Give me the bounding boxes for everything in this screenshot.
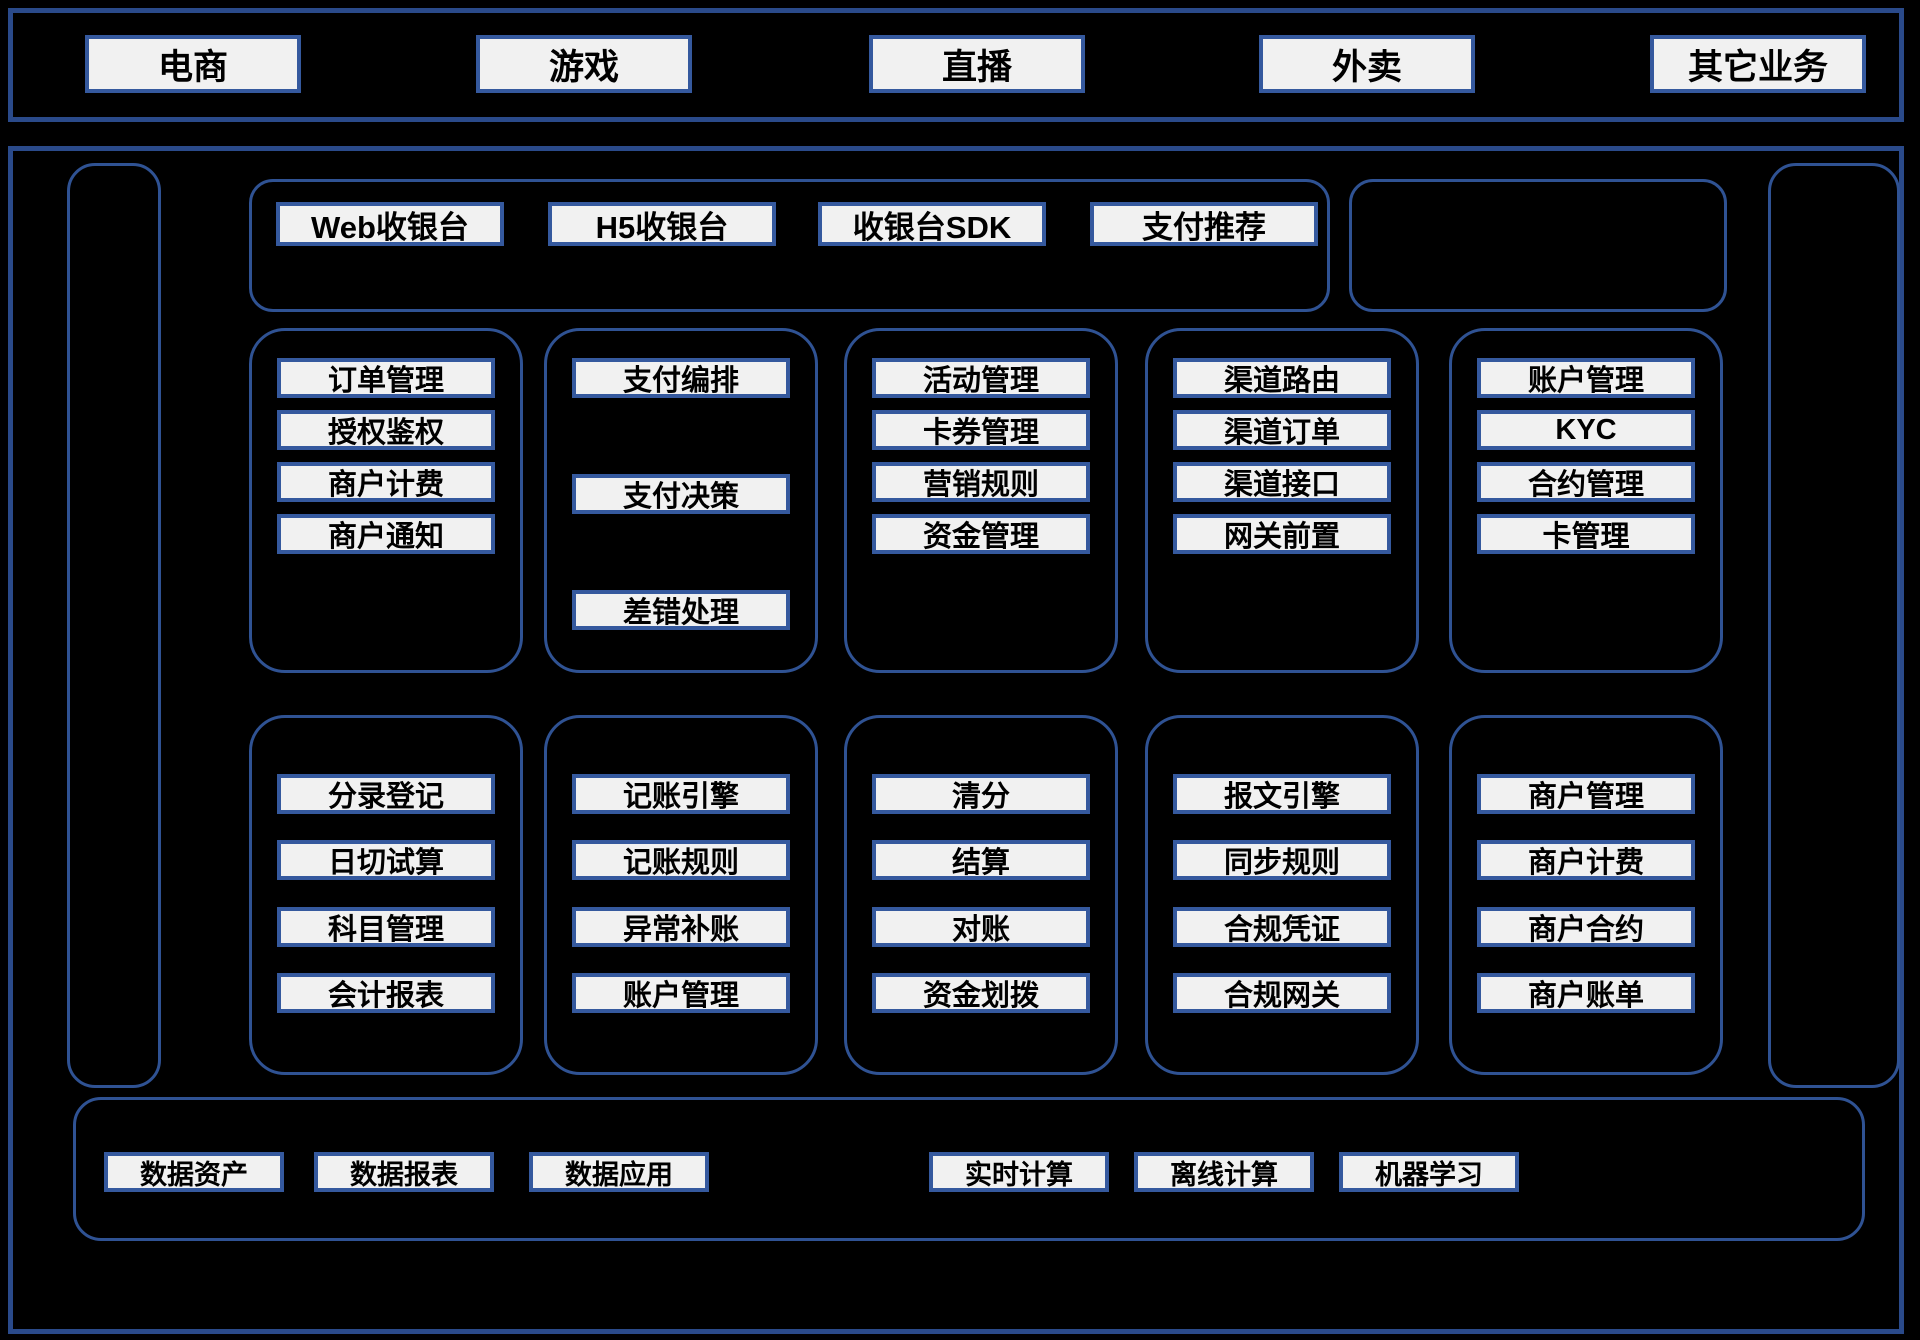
top-right-empty-group	[1349, 179, 1727, 312]
module-box: 商户计费	[277, 462, 495, 502]
business-box-other: 其它业务	[1650, 35, 1866, 93]
payment-platform-container: Web收银台 H5收银台 收银台SDK 支付推荐 订单管理 授权鉴权 商户计费 …	[8, 146, 1904, 1334]
module-box: 账户管理	[1477, 358, 1695, 398]
module-box: 资金管理	[872, 514, 1090, 554]
module-box: 商户通知	[277, 514, 495, 554]
module-box-machine-learning: 机器学习	[1339, 1152, 1519, 1192]
business-layer-container: 电商 游戏 直播 外卖 其它业务	[8, 8, 1904, 122]
module-box: 资金划拨	[872, 973, 1090, 1013]
module-box: 清分	[872, 774, 1090, 814]
module-box-data-assets: 数据资产	[104, 1152, 284, 1192]
right-sidebar-panel	[1768, 163, 1900, 1088]
business-box-games: 游戏	[476, 35, 692, 93]
column-accounting: 记账引擎 记账规则 异常补账 账户管理	[544, 715, 818, 1075]
business-box-ecommerce: 电商	[85, 35, 301, 93]
module-box: 商户管理	[1477, 774, 1695, 814]
module-box: 商户账单	[1477, 973, 1695, 1013]
module-box: 营销规则	[872, 462, 1090, 502]
column-marketing: 活动管理 卡券管理 营销规则 资金管理	[844, 328, 1118, 673]
module-box-h5-cashier: H5收银台	[548, 202, 776, 246]
business-box-takeout: 外卖	[1259, 35, 1475, 93]
module-box: 合规网关	[1173, 973, 1391, 1013]
module-box: 渠道路由	[1173, 358, 1391, 398]
module-box: 报文引擎	[1173, 774, 1391, 814]
module-box: 科目管理	[277, 907, 495, 947]
module-box: 合约管理	[1477, 462, 1695, 502]
module-box: KYC	[1477, 410, 1695, 450]
column-order-management: 订单管理 授权鉴权 商户计费 商户通知	[249, 328, 523, 673]
module-box: 订单管理	[277, 358, 495, 398]
module-box: 账户管理	[572, 973, 790, 1013]
column-account: 账户管理 KYC 合约管理 卡管理	[1449, 328, 1723, 673]
module-box: 支付编排	[572, 358, 790, 398]
cashier-group: Web收银台 H5收银台 收银台SDK 支付推荐	[249, 179, 1330, 312]
module-box: 结算	[872, 840, 1090, 880]
module-box: 活动管理	[872, 358, 1090, 398]
module-box-cashier-sdk: 收银台SDK	[818, 202, 1046, 246]
module-box: 会计报表	[277, 973, 495, 1013]
module-box: 记账引擎	[572, 774, 790, 814]
column-channel: 渠道路由 渠道订单 渠道接口 网关前置	[1145, 328, 1419, 673]
column-payment-core: 支付编排 支付决策 差错处理	[544, 328, 818, 673]
module-box: 差错处理	[572, 590, 790, 630]
module-box: 商户计费	[1477, 840, 1695, 880]
column-ledger: 分录登记 日切试算 科目管理 会计报表	[249, 715, 523, 1075]
module-box: 授权鉴权	[277, 410, 495, 450]
column-clearing: 清分 结算 对账 资金划拨	[844, 715, 1118, 1075]
module-box-data-reports: 数据报表	[314, 1152, 494, 1192]
business-box-livestream: 直播	[869, 35, 1085, 93]
module-box-pay-recommend: 支付推荐	[1090, 202, 1318, 246]
data-platform-bar: 数据资产 数据报表 数据应用 实时计算 离线计算 机器学习	[73, 1097, 1865, 1241]
module-box: 异常补账	[572, 907, 790, 947]
module-box: 合规凭证	[1173, 907, 1391, 947]
module-box: 对账	[872, 907, 1090, 947]
module-box: 支付决策	[572, 474, 790, 514]
module-box: 日切试算	[277, 840, 495, 880]
left-sidebar-panel	[67, 163, 161, 1088]
module-box: 同步规则	[1173, 840, 1391, 880]
module-box: 网关前置	[1173, 514, 1391, 554]
module-box-data-apps: 数据应用	[529, 1152, 709, 1192]
module-box: 渠道订单	[1173, 410, 1391, 450]
module-box-offline-compute: 离线计算	[1134, 1152, 1314, 1192]
module-box: 商户合约	[1477, 907, 1695, 947]
module-box: 卡管理	[1477, 514, 1695, 554]
module-box: 渠道接口	[1173, 462, 1391, 502]
module-box-realtime-compute: 实时计算	[929, 1152, 1109, 1192]
column-compliance: 报文引擎 同步规则 合规凭证 合规网关	[1145, 715, 1419, 1075]
module-box: 分录登记	[277, 774, 495, 814]
column-merchant: 商户管理 商户计费 商户合约 商户账单	[1449, 715, 1723, 1075]
module-box: 卡券管理	[872, 410, 1090, 450]
module-box-web-cashier: Web收银台	[276, 202, 504, 246]
module-box: 记账规则	[572, 840, 790, 880]
